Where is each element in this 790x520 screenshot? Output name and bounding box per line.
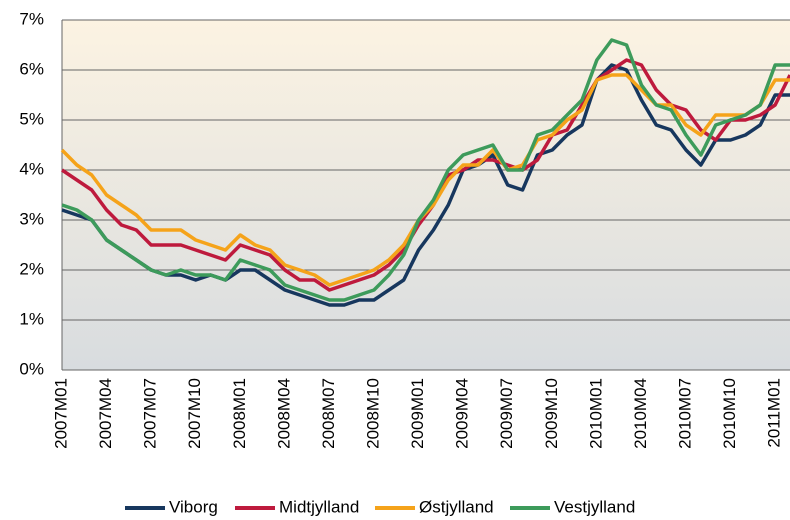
y-tick-label: 7%: [19, 9, 44, 28]
x-tick-label: 2007M07: [141, 378, 160, 449]
x-tick-label: 2008M10: [363, 378, 382, 449]
legend-item: Midtjylland: [235, 497, 359, 516]
y-tick-label: 6%: [19, 59, 44, 78]
x-tick-label: 2009M04: [453, 378, 472, 449]
plot-area: [62, 20, 790, 370]
legend-label: Viborg: [169, 497, 218, 516]
x-tick-label: 2010M10: [720, 378, 739, 449]
x-tick-label: 2008M07: [319, 378, 338, 449]
legend-item: Østjylland: [375, 497, 494, 516]
x-tick-label: 2009M07: [497, 378, 516, 449]
y-tick-label: 0%: [19, 359, 44, 378]
legend-item: Vestjylland: [510, 497, 635, 516]
x-tick-label: 2010M01: [586, 378, 605, 449]
legend-label: Østjylland: [419, 497, 494, 516]
x-tick-label: 2008M04: [274, 378, 293, 449]
x-tick-label: 2011M01: [765, 378, 784, 448]
series-line: [61, 63, 790, 307]
x-tick-label: 2007M01: [51, 378, 70, 449]
y-tick-label: 2%: [19, 259, 44, 278]
y-tick-label: 5%: [19, 109, 44, 128]
x-tick-label: 2008M01: [230, 378, 249, 449]
x-tick-label: 2007M10: [185, 378, 204, 449]
y-tick-label: 4%: [19, 159, 44, 178]
y-tick-label: 3%: [19, 209, 44, 228]
y-tick-label: 1%: [19, 309, 44, 328]
legend-item: Viborg: [125, 497, 218, 516]
x-tick-label: 2010M07: [675, 378, 694, 449]
x-tick-label: 2010M04: [631, 378, 650, 449]
series-line: [61, 58, 790, 292]
x-tick-label: 2007M04: [96, 378, 115, 449]
legend-label: Midtjylland: [279, 497, 359, 516]
x-tick-label: 2009M10: [542, 378, 561, 449]
x-tick-label: 2009M01: [408, 378, 427, 449]
legend-label: Vestjylland: [554, 497, 635, 516]
series-line: [61, 38, 790, 302]
